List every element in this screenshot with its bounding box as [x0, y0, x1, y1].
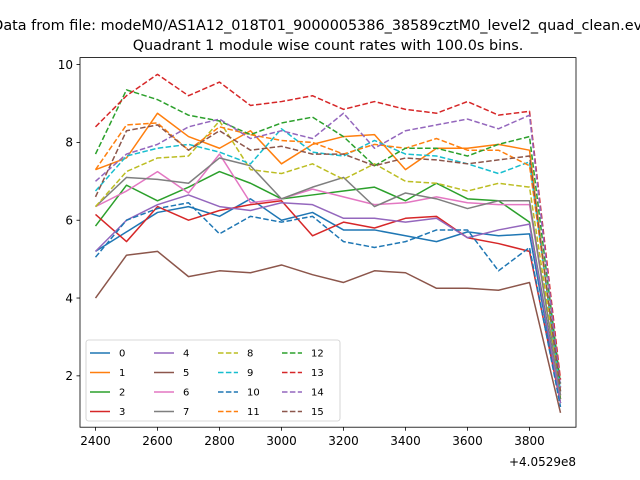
legend-label-6: 6 [183, 388, 189, 399]
series-line-5 [94, 250, 562, 413]
series-line-8 [94, 120, 562, 392]
legend-label-12: 12 [311, 349, 324, 360]
x-tick-label: 3200 [328, 434, 359, 448]
legend-label-9: 9 [247, 368, 253, 379]
figure-suptitle: Data from file: modeM0/AS1A12_018T01_900… [0, 18, 640, 34]
legend-label-8: 8 [247, 349, 253, 360]
series-line-7 [94, 157, 562, 396]
legend-label-13: 13 [311, 368, 324, 379]
y-tick-label: 6 [65, 214, 73, 228]
series-line-10 [94, 201, 562, 408]
legend-label-11: 11 [247, 407, 260, 418]
series-line-1 [95, 112, 562, 400]
legend-label-3: 3 [119, 407, 125, 418]
x-tick-label: 3000 [266, 434, 297, 448]
plot-title: Quadrant 1 module wise count rates with … [133, 38, 524, 54]
legend-label-1: 1 [119, 368, 125, 379]
y-axis: 2 4 6 8 10 [58, 58, 80, 383]
series-line-14 [95, 112, 562, 388]
y-tick-label: 2 [65, 369, 73, 383]
x-tick-label: 2600 [142, 434, 173, 448]
plot-area [94, 73, 562, 413]
x-tick-label: 3400 [390, 434, 421, 448]
x-tick-label: 2400 [80, 434, 111, 448]
series-line-3 [95, 200, 562, 404]
x-axis: 2400 2600 2800 3000 3200 3400 3600 3800 [80, 427, 545, 448]
y-tick-label: 8 [65, 136, 73, 150]
y-tick-label: 4 [65, 291, 73, 305]
x-tick-label: 2800 [204, 434, 235, 448]
x-tick-label: 3600 [452, 434, 483, 448]
series-line-13 [94, 73, 562, 380]
legend-label-14: 14 [311, 388, 324, 399]
legend-label-4: 4 [183, 349, 189, 360]
legend-label-10: 10 [247, 388, 260, 399]
x-axis-offset-label: +4.0529e8 [509, 455, 576, 469]
legend-label-7: 7 [183, 407, 189, 418]
series-line-9 [94, 128, 562, 392]
series-line-15 [94, 124, 562, 392]
axes-frame [79, 57, 577, 428]
series-line-12 [94, 89, 562, 384]
legend-label-5: 5 [183, 368, 189, 379]
series-line-4 [94, 194, 562, 404]
legend-label-2: 2 [119, 388, 125, 399]
series-line-6 [95, 153, 562, 396]
y-tick-label: 10 [58, 58, 73, 72]
legend-label-0: 0 [119, 349, 125, 360]
x-tick-label: 3800 [514, 434, 545, 448]
legend-frame [85, 339, 341, 422]
legend-label-15: 15 [311, 407, 324, 418]
